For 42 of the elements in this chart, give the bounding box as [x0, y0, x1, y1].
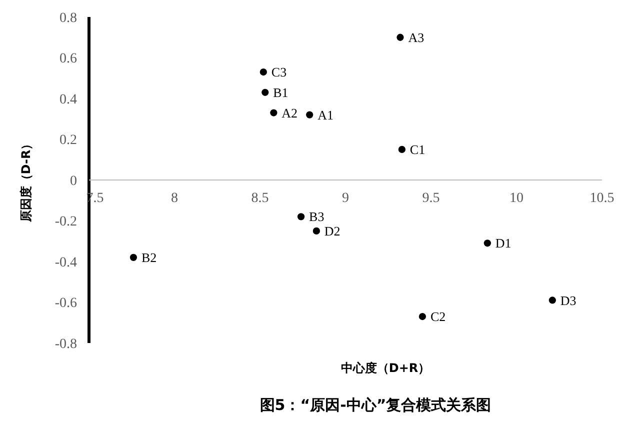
- x-tick-label: 10.5: [590, 191, 614, 206]
- point: [270, 109, 278, 116]
- point: [396, 34, 404, 41]
- point: [418, 312, 426, 320]
- point: [484, 240, 491, 247]
- annotation: C2: [430, 309, 446, 324]
- point: [306, 111, 314, 118]
- y-tick-label: 0: [70, 174, 77, 189]
- y-tick-label: -0.8: [54, 336, 77, 352]
- y-tick-label: 0.4: [60, 92, 77, 108]
- y-axis-title: 原因度（D-R）: [19, 138, 33, 224]
- y-tick-label: -0.2: [54, 214, 77, 230]
- x-tick-label: 8: [171, 191, 178, 206]
- annotation: D3: [560, 292, 576, 308]
- point: [398, 146, 406, 153]
- x-tick-label: 9.5: [422, 191, 440, 206]
- annotation: C1: [410, 142, 426, 157]
- annotation: A3: [408, 30, 424, 45]
- x-tick-label: 8.5: [251, 191, 269, 206]
- point: [548, 296, 556, 304]
- text: 图5：“原因-中心”复合模式关系图: [260, 396, 492, 414]
- annotation: D2: [324, 223, 340, 238]
- y-tick-label: 0.8: [60, 10, 77, 26]
- annotation: B3: [309, 209, 324, 224]
- annotation: C3: [271, 64, 287, 80]
- annotation: A1: [318, 107, 334, 122]
- y-tick-label: -0.6: [54, 296, 77, 312]
- x-tick-label: 9: [342, 191, 349, 206]
- point: [130, 254, 138, 261]
- y-tick-label: 0.2: [60, 133, 77, 148]
- y-tick-label: 0.6: [60, 52, 77, 67]
- annotation: D1: [495, 236, 512, 251]
- x-axis-title: 中心度（D+R）: [340, 361, 430, 375]
- point: [312, 227, 320, 234]
- annotation: A2: [282, 105, 298, 120]
- point: [260, 68, 267, 76]
- point: [297, 213, 305, 220]
- y-tick-label: -0.4: [54, 255, 77, 270]
- x-tick-label: 10: [510, 191, 524, 206]
- annotation: B1: [273, 84, 288, 100]
- annotation: B2: [141, 250, 157, 265]
- point: [262, 88, 269, 96]
